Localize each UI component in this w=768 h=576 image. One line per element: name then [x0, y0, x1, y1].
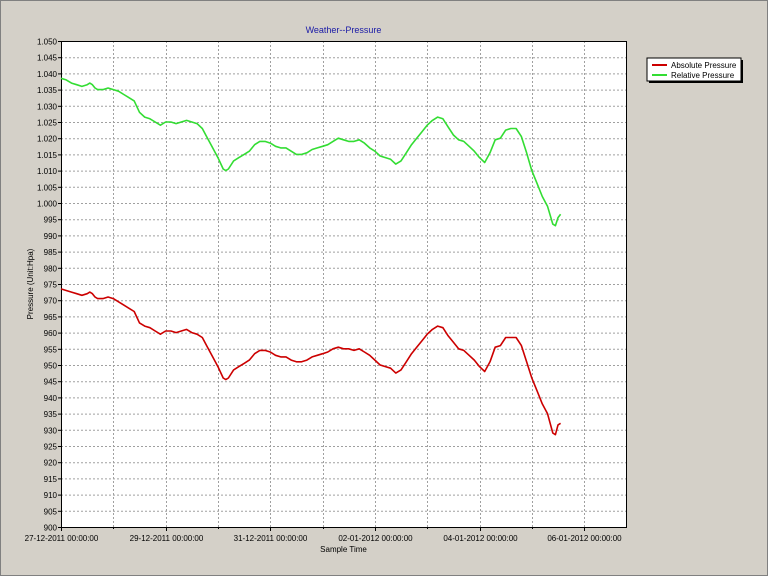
- y-tick-label: 905: [44, 507, 58, 516]
- series-line-relative-pressure: [60, 77, 562, 227]
- y-tick-label: 910: [44, 491, 58, 500]
- y-tick-label: 1.040: [37, 70, 58, 79]
- x-tick-label: 04-01-2012 00:00:00: [443, 534, 518, 543]
- y-tick-label: 940: [44, 394, 58, 403]
- legend-label-absolute-pressure: Absolute Pressure: [671, 61, 737, 70]
- y-tick-label: 975: [44, 281, 58, 290]
- x-tick-label: 27-12-2011 00:00:00: [25, 534, 99, 543]
- legend: Absolute Pressure Relative Pressure: [646, 57, 743, 83]
- x-axis-title: Sample Time: [320, 545, 367, 554]
- y-tick-label: 950: [44, 362, 58, 371]
- x-tick-label: 31-12-2011 00:00:00: [234, 534, 308, 543]
- y-tick-label: 915: [44, 475, 58, 484]
- y-tick-label: 970: [44, 297, 58, 306]
- x-tick-label: 02-01-2012 00:00:00: [338, 534, 413, 543]
- chart-title: Weather--Pressure: [306, 25, 382, 35]
- y-tick-label: 1.000: [37, 200, 58, 209]
- plot-border: [61, 41, 627, 528]
- y-tick-label: 900: [44, 524, 58, 533]
- y-tick-label: 955: [44, 345, 58, 354]
- y-tick-label: 935: [44, 410, 58, 419]
- y-tick-label: 980: [44, 264, 58, 273]
- y-tick-label: 995: [44, 216, 58, 225]
- y-tick-label: 990: [44, 232, 58, 241]
- grid-lines: [61, 41, 626, 527]
- y-tick-label: 1.010: [37, 167, 58, 176]
- y-tick-label: 925: [44, 443, 58, 452]
- y-tick-label: 1.020: [37, 135, 58, 144]
- y-tick-label: 1.015: [37, 151, 58, 160]
- y-tick-label: 1.025: [37, 119, 58, 128]
- x-tick-label: 06-01-2012 00:00:00: [547, 534, 622, 543]
- y-tick-label: 1.045: [37, 54, 58, 63]
- y-tick-label: 960: [44, 329, 58, 338]
- y-axis-title: Pressure (Unit:Hpa): [26, 248, 35, 319]
- y-tick-label: 1.030: [37, 102, 58, 111]
- x-tick-label: 29-12-2011 00:00:00: [130, 534, 204, 543]
- y-tick-label: 1.005: [37, 183, 58, 192]
- y-tick-label: 930: [44, 426, 58, 435]
- y-tick-label: 920: [44, 459, 58, 468]
- legend-box: [646, 57, 742, 82]
- y-tick-label: 1.035: [37, 86, 58, 95]
- series-lines: [60, 77, 562, 436]
- y-tick-label: 985: [44, 248, 58, 257]
- axes: 900 905 910 915 920 925 930 935 940 945 950 955 960 9…: [25, 38, 627, 543]
- y-tick-label: 945: [44, 378, 58, 387]
- series-line-absolute-pressure: [60, 288, 562, 436]
- y-tick-label: 1.050: [37, 38, 58, 47]
- y-tick-label: 965: [44, 313, 58, 322]
- legend-label-relative-pressure: Relative Pressure: [671, 71, 735, 80]
